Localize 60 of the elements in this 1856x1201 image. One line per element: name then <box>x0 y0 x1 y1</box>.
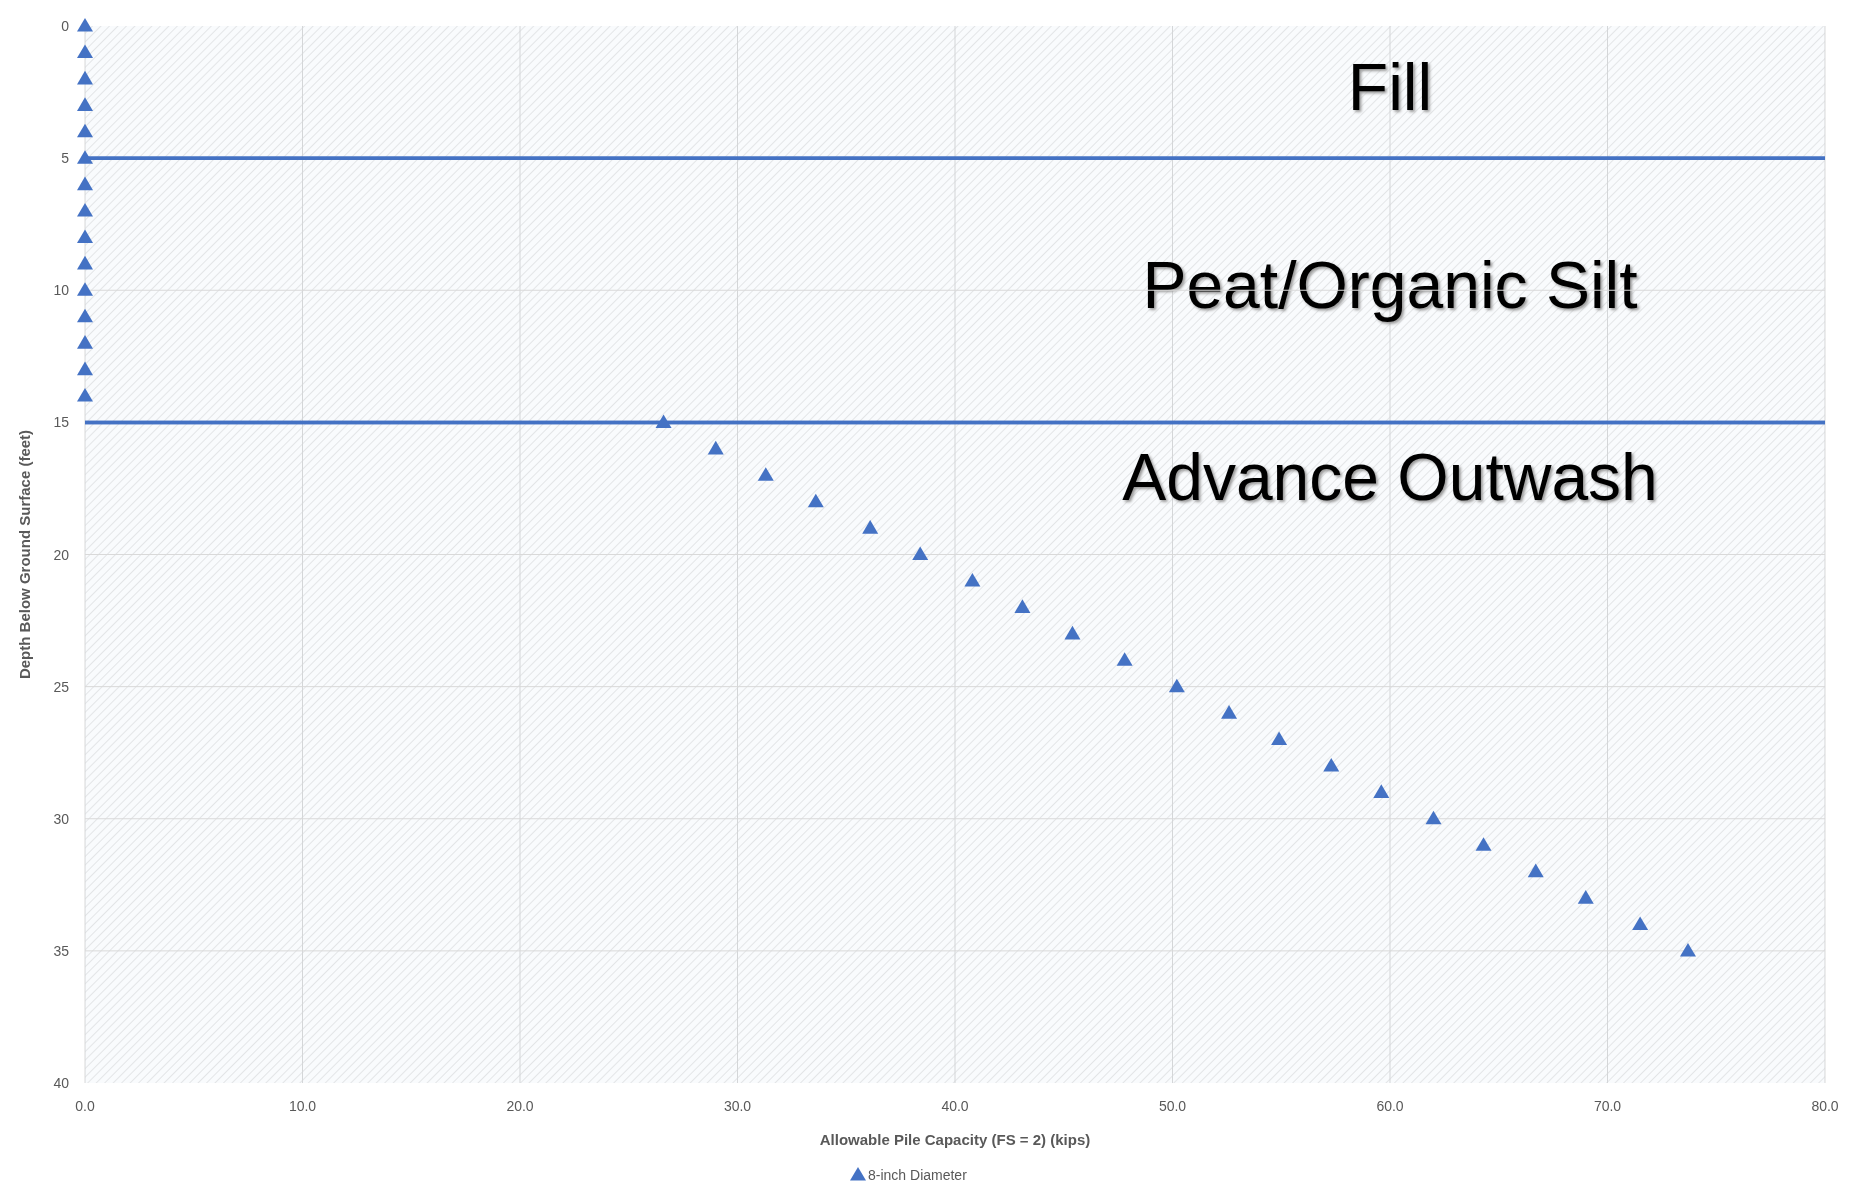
point <box>77 97 93 111</box>
point <box>1168 678 1185 693</box>
x-tick-label: 40.0 <box>941 1098 969 1114</box>
x-tick-label: 0.0 <box>75 1098 95 1114</box>
band-label: Advance Outwash <box>1122 439 1658 514</box>
y-tick-label: 35 <box>53 942 70 959</box>
y-tick-label: 25 <box>53 678 70 695</box>
point <box>77 229 93 243</box>
point <box>707 440 724 455</box>
x-tick-label: 50.0 <box>1158 1098 1187 1114</box>
point <box>757 467 774 481</box>
y-tick-label: 5 <box>61 150 70 167</box>
point <box>1221 705 1238 719</box>
x-tick-label: 20.0 <box>506 1098 534 1114</box>
point <box>1527 863 1544 878</box>
point <box>1475 837 1492 851</box>
point <box>77 387 93 402</box>
legend-label: 8-inch Diameter <box>868 1167 968 1183</box>
point <box>964 572 981 587</box>
point <box>1014 599 1031 613</box>
band-label: Peat/Organic Silt <box>1142 247 1638 322</box>
point <box>1373 784 1390 798</box>
point <box>1116 652 1133 666</box>
point <box>1577 890 1594 904</box>
point <box>655 414 672 428</box>
band-label: Fill <box>1347 49 1433 124</box>
x-tick-label: 10.0 <box>288 1098 317 1114</box>
y-axis-title: Depth Below Ground Surface (feet) <box>16 429 33 680</box>
point <box>77 44 93 59</box>
point <box>77 255 93 270</box>
point <box>862 520 879 534</box>
point <box>77 282 93 296</box>
point <box>1271 731 1288 746</box>
x-axis-title: Allowable Pile Capacity (FS = 2) (kips) <box>819 1131 1091 1148</box>
point <box>1323 757 1340 772</box>
x-tick-label: 80.0 <box>1811 1098 1839 1114</box>
y-tick-label: 10 <box>53 282 70 299</box>
point <box>1632 916 1649 931</box>
y-tick-label: 0 <box>61 18 70 34</box>
point <box>77 176 93 191</box>
x-tick-label: 60.0 <box>1376 1098 1404 1114</box>
point <box>77 335 93 349</box>
point <box>77 361 93 376</box>
x-tick-label: 30.0 <box>723 1098 752 1114</box>
y-tick-label: 15 <box>53 414 70 431</box>
y-tick-label: 40 <box>53 1075 70 1091</box>
point <box>1064 625 1081 640</box>
point <box>77 202 93 217</box>
point <box>1679 942 1696 957</box>
point <box>77 18 93 32</box>
point <box>77 70 93 85</box>
point <box>912 546 929 561</box>
point <box>77 150 93 164</box>
point <box>807 493 824 508</box>
point <box>1425 810 1442 825</box>
y-tick-label: 30 <box>53 810 70 827</box>
point <box>77 123 93 138</box>
point <box>77 308 93 323</box>
y-tick-label: 20 <box>53 546 70 563</box>
x-tick-label: 70.0 <box>1593 1098 1622 1114</box>
